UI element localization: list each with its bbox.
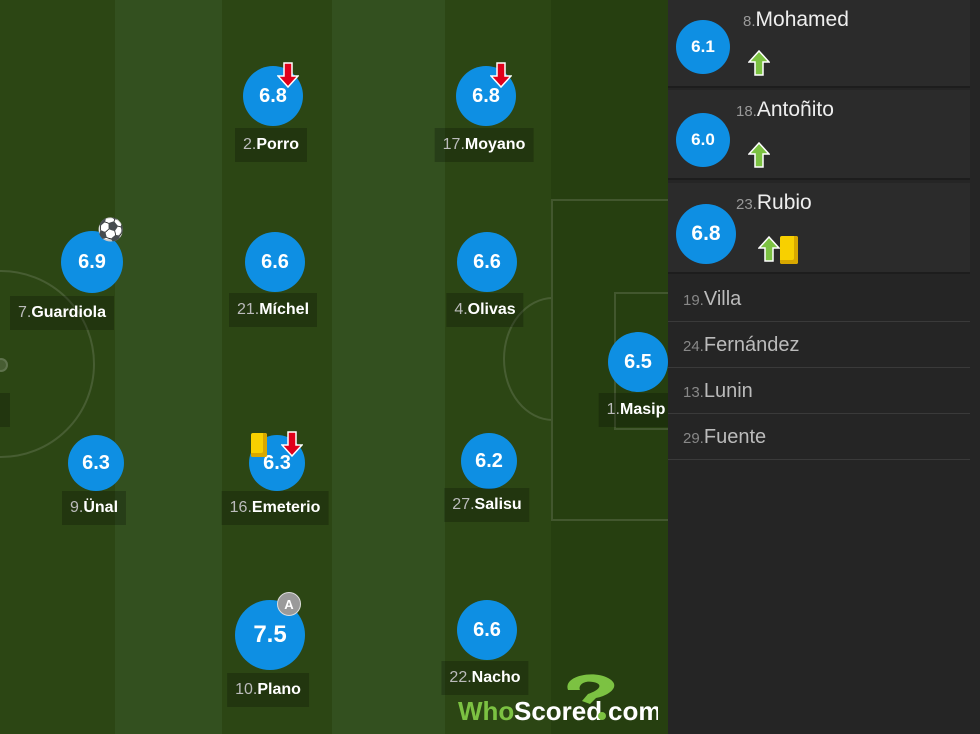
player-number: 19.: [683, 292, 704, 309]
svg-text:com: com: [608, 696, 658, 726]
player-name: Guardiola: [31, 304, 107, 321]
sub-on-arrow-icon: [747, 49, 771, 81]
svg-text:Who: Who: [458, 696, 514, 726]
player-number: 17.: [442, 136, 465, 153]
sub-off-arrow-icon: [276, 62, 300, 89]
player-rating: 6.0: [676, 113, 730, 167]
player-rating: 6.8: [676, 204, 736, 264]
substitute-name: 23.Rubio: [736, 191, 812, 215]
player-number: 2.: [242, 136, 257, 153]
whoscored-logo: Who Scored com: [458, 668, 661, 728]
pitch: 6.8 2.Porro 6.8 17.Moyano 6.9 7.Guardiola ⚽…: [0, 0, 668, 734]
player-name: Salisu: [474, 496, 522, 513]
player-label: 9.Ünal: [61, 491, 127, 525]
sub-off-arrow-icon: [489, 62, 513, 89]
player-name: Fernández: [703, 334, 800, 356]
player-rating: 6.5: [608, 332, 668, 392]
player-label: 27.Salisu: [444, 488, 530, 522]
substitute-name: 18.Antoñito: [736, 98, 834, 122]
player-rating: 6.9: [61, 231, 123, 293]
player-name: Olivas: [467, 301, 516, 318]
sub-on-arrow-icon: [757, 235, 781, 267]
player-name: Lunin: [703, 380, 753, 402]
player-label: 10.Plano: [227, 673, 309, 707]
player-number: 1.: [606, 401, 620, 418]
player-name: Ünal: [83, 499, 119, 516]
player-name: Plano: [257, 681, 301, 698]
player-number: 4.: [454, 301, 468, 318]
player-label: 21.Míchel: [228, 293, 318, 327]
player-number: 10.: [235, 681, 258, 698]
substitute-row[interactable]: 6.1 8.Mohamed: [668, 0, 970, 88]
captain-badge-icon: A: [277, 592, 301, 616]
player-name: Masip: [620, 401, 666, 418]
player-name: Míchel: [259, 301, 310, 318]
player-label: 16.Emeterio: [221, 491, 329, 525]
player-label: 22.Nacho: [441, 661, 529, 695]
player-name: Fuente: [703, 426, 767, 448]
player-number: 8.: [743, 13, 756, 30]
player-label: 1.Masip: [598, 393, 668, 427]
player-number: 29.: [683, 430, 704, 447]
player-number: 21.: [236, 301, 260, 318]
svg-text:Scored: Scored: [514, 696, 602, 726]
bench-player-row[interactable]: 24.Fernández: [668, 322, 970, 368]
player-name: Emeterio: [251, 499, 321, 516]
player-number: 27.: [452, 496, 475, 513]
goal-ball-icon: ⚽: [97, 217, 125, 242]
player-rating: 6.1: [676, 20, 730, 74]
player-number: 9.: [69, 499, 84, 516]
yellow-card-icon: [780, 236, 798, 264]
player-number: 7.: [17, 304, 32, 321]
bench-player-row[interactable]: 29.Fuente: [668, 414, 970, 460]
yellow-card-icon: [251, 433, 267, 457]
player-rating: 6.6: [245, 232, 305, 292]
player-name: Rubio: [756, 191, 812, 214]
player-name: Moyano: [464, 136, 526, 153]
partial-player-label: [0, 393, 10, 427]
sub-on-arrow-icon: [747, 141, 771, 173]
bench-player-row[interactable]: 19.Villa: [668, 276, 970, 322]
player-number: 23.: [736, 196, 757, 213]
player-name: Nacho: [471, 669, 521, 686]
player-name: Villa: [703, 288, 742, 310]
player-number: 16.: [229, 499, 252, 516]
player-number: 13.: [683, 384, 704, 401]
substitute-row[interactable]: 6.0 18.Antoñito: [668, 90, 970, 180]
player-rating: 6.6: [457, 232, 517, 292]
player-rating: 6.2: [461, 433, 517, 489]
player-number: 22.: [449, 669, 472, 686]
sub-off-arrow-icon: [280, 431, 304, 458]
player-name: Mohamed: [755, 8, 849, 31]
player-name: Antoñito: [756, 98, 834, 121]
player-rating: 6.6: [457, 600, 517, 660]
player-rating: 6.3: [68, 435, 124, 491]
bench-player-row[interactable]: 13.Lunin: [668, 368, 970, 414]
player-label: 4.Olivas: [446, 293, 524, 327]
player-name: Porro: [256, 136, 300, 153]
substitute-row[interactable]: 6.8 23.Rubio: [668, 183, 970, 274]
center-spot: [0, 358, 8, 372]
player-label: 2.Porro: [234, 128, 308, 162]
player-label: 7.Guardiola: [9, 296, 115, 330]
player-label: 17.Moyano: [434, 128, 534, 162]
substitutes-panel: 6.1 8.Mohamed 6.0 18.Antoñito 6.8 23.Rubio…: [668, 0, 980, 734]
player-number: 18.: [736, 103, 757, 120]
substitute-name: 8.Mohamed: [743, 8, 849, 32]
player-number: 24.: [683, 338, 704, 355]
